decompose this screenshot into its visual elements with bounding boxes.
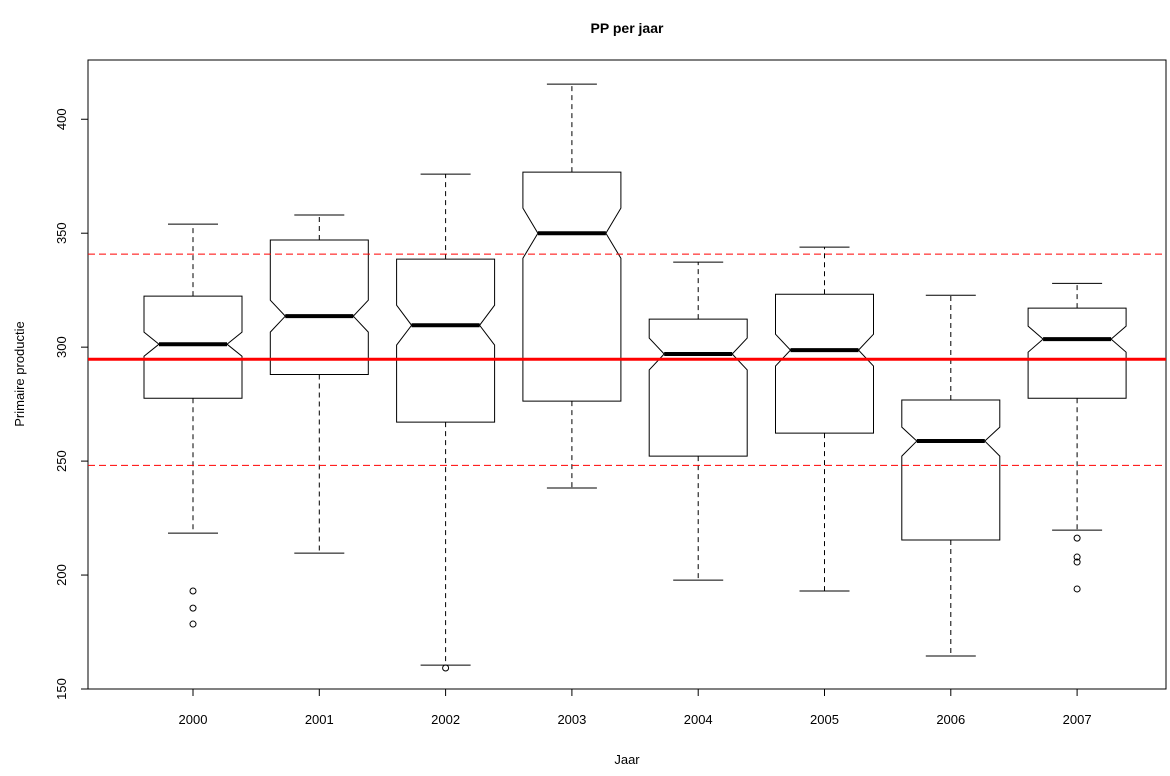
box xyxy=(775,293,874,434)
x-tick-label: 2004 xyxy=(684,712,713,727)
outlier xyxy=(1073,558,1081,566)
plot-frame xyxy=(87,59,1167,690)
x-tick-label: 2002 xyxy=(431,712,460,727)
y-tick-label: 300 xyxy=(54,336,69,358)
box xyxy=(1027,307,1127,399)
box xyxy=(143,295,243,399)
outlier xyxy=(1073,553,1081,561)
y-tick-label: 250 xyxy=(54,450,69,472)
outlier xyxy=(1073,585,1081,593)
x-tick-label: 2006 xyxy=(936,712,965,727)
outlier xyxy=(189,620,197,628)
x-tick-label: 2001 xyxy=(305,712,334,727)
box xyxy=(269,239,369,375)
chart-title: PP per jaar xyxy=(591,20,664,36)
outlier xyxy=(1073,534,1081,542)
outlier xyxy=(442,664,450,672)
x-axis-label: Jaar xyxy=(614,752,640,767)
box xyxy=(648,318,748,457)
x-tick-label: 2005 xyxy=(810,712,839,727)
y-axis-label: Primaire productie xyxy=(12,321,27,427)
box xyxy=(522,171,622,402)
x-tick-label: 2003 xyxy=(557,712,586,727)
x-tick-label: 2000 xyxy=(179,712,208,727)
box xyxy=(901,399,1001,541)
outlier xyxy=(189,587,197,595)
outlier xyxy=(189,604,197,612)
y-tick-label: 150 xyxy=(54,678,69,700)
y-tick-label: 350 xyxy=(54,222,69,244)
y-tick-label: 400 xyxy=(54,108,69,130)
y-tick-label: 200 xyxy=(54,564,69,586)
x-tick-label: 2007 xyxy=(1063,712,1092,727)
box xyxy=(396,258,496,423)
